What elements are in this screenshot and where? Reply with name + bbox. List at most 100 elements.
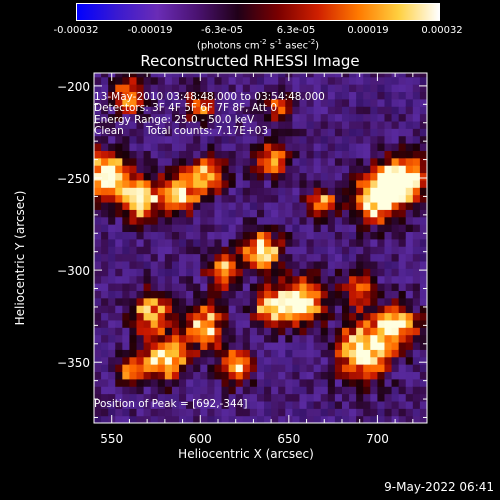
heatmap-cell xyxy=(405,253,414,262)
heatmap-cell xyxy=(214,253,223,262)
heatmap-cell xyxy=(136,91,145,100)
heatmap-cell xyxy=(221,312,230,321)
heatmap-cell xyxy=(157,201,166,210)
heatmap-cell xyxy=(356,386,364,395)
heatmap-cell xyxy=(122,143,131,151)
heatmap-cell xyxy=(101,216,109,225)
heatmap-cell xyxy=(377,341,386,350)
heatmap-cell xyxy=(157,275,166,284)
heatmap-cell xyxy=(356,334,364,343)
heatmap-cell xyxy=(292,415,301,423)
heatmap-cell xyxy=(221,76,230,85)
heatmap-cell xyxy=(136,172,145,181)
heatmap-cell xyxy=(143,128,152,137)
heatmap-cell xyxy=(221,253,230,262)
heatmap-cell xyxy=(419,275,427,284)
heatmap-cell xyxy=(164,356,173,365)
heatmap-cell xyxy=(249,113,258,122)
heatmap-cell xyxy=(136,98,145,107)
heatmap-cell xyxy=(122,76,131,85)
heatmap-cell xyxy=(115,290,123,299)
heatmap-cell xyxy=(179,327,187,336)
heatmap-cell xyxy=(157,216,166,225)
heatmap-cell xyxy=(363,305,371,314)
heatmap-cell xyxy=(377,275,386,284)
heatmap-cell xyxy=(200,91,208,100)
heatmap-cell xyxy=(207,76,216,85)
chart-title: Reconstructed RHESSI Image xyxy=(140,52,360,70)
heatmap-cell xyxy=(391,128,400,137)
heatmap-cell xyxy=(171,76,180,85)
heatmap-cell xyxy=(278,157,286,166)
heatmap-cell xyxy=(349,157,357,166)
heatmap-cell xyxy=(200,216,208,225)
heatmap-cell xyxy=(341,194,350,203)
heatmap-cell xyxy=(101,260,109,269)
heatmap-cell xyxy=(249,253,258,262)
heatmap-cell xyxy=(207,73,216,78)
heatmap-cell xyxy=(327,209,336,218)
heatmap-cell xyxy=(278,76,286,85)
heatmap-cell xyxy=(157,157,166,166)
heatmap-cell xyxy=(249,341,258,350)
heatmap-cell xyxy=(228,356,237,365)
heatmap-cell xyxy=(334,371,343,380)
heatmap-cell xyxy=(334,165,343,174)
heatmap-cell xyxy=(306,165,315,174)
heatmap-cell xyxy=(186,76,194,85)
heatmap-cell xyxy=(150,143,159,151)
heatmap-cell xyxy=(419,393,427,402)
heatmap-cell xyxy=(136,194,145,203)
heatmap-cell xyxy=(285,327,293,336)
heatmap-cell xyxy=(207,356,216,365)
heatmap-cell xyxy=(249,356,258,365)
heatmap-cell xyxy=(164,386,173,395)
heatmap-cell xyxy=(419,312,427,321)
heatmap-cell xyxy=(278,371,286,380)
heatmap-cell xyxy=(200,209,208,218)
heatmap-cell xyxy=(356,305,364,314)
heatmap-cell xyxy=(264,246,272,255)
heatmap-cell xyxy=(129,253,138,262)
heatmap-cell xyxy=(313,356,322,365)
heatmap-cell xyxy=(235,297,244,306)
heatmap-cell xyxy=(398,157,407,166)
heatmap-cell xyxy=(363,275,371,284)
heatmap-cell xyxy=(115,253,123,262)
heatmap-cell xyxy=(256,246,265,255)
heatmap-cell xyxy=(391,341,400,350)
heatmap-cell xyxy=(412,297,421,306)
heatmap-cell xyxy=(356,187,364,196)
heatmap-cell xyxy=(193,275,201,284)
heatmap-cell xyxy=(249,194,258,203)
heatmap-cell xyxy=(129,201,138,210)
heatmap-cell xyxy=(264,371,272,380)
heatmap-cell xyxy=(129,364,138,373)
heatmap-cell xyxy=(207,194,216,203)
heatmap-cell xyxy=(101,113,109,122)
heatmap-cell xyxy=(164,231,173,240)
heatmap-cell xyxy=(200,408,208,417)
heatmap-cell xyxy=(179,106,187,115)
heatmap-cell xyxy=(271,341,279,350)
colorbar-tick-label: 0.00019 xyxy=(347,25,389,36)
heatmap-cell xyxy=(341,216,350,225)
heatmap-cell xyxy=(207,201,216,210)
heatmap-cell xyxy=(271,378,279,387)
heatmap-cell xyxy=(171,157,180,166)
heatmap-cell xyxy=(363,91,371,100)
heatmap-cell xyxy=(256,157,265,166)
heatmap-cell xyxy=(256,275,265,284)
heatmap-cell xyxy=(94,327,102,336)
heatmap-cell xyxy=(101,179,109,188)
heatmap-cell xyxy=(150,253,159,262)
heatmap-cell xyxy=(327,275,336,284)
heatmap-cell xyxy=(136,297,145,306)
heatmap-cell xyxy=(256,128,265,137)
heatmap-cell xyxy=(122,260,131,269)
heatmap-cell xyxy=(129,179,138,188)
heatmap-cell xyxy=(349,253,357,262)
heatmap-cell xyxy=(334,393,343,402)
heatmap-cell xyxy=(356,157,364,166)
heatmap-cell xyxy=(398,415,407,423)
